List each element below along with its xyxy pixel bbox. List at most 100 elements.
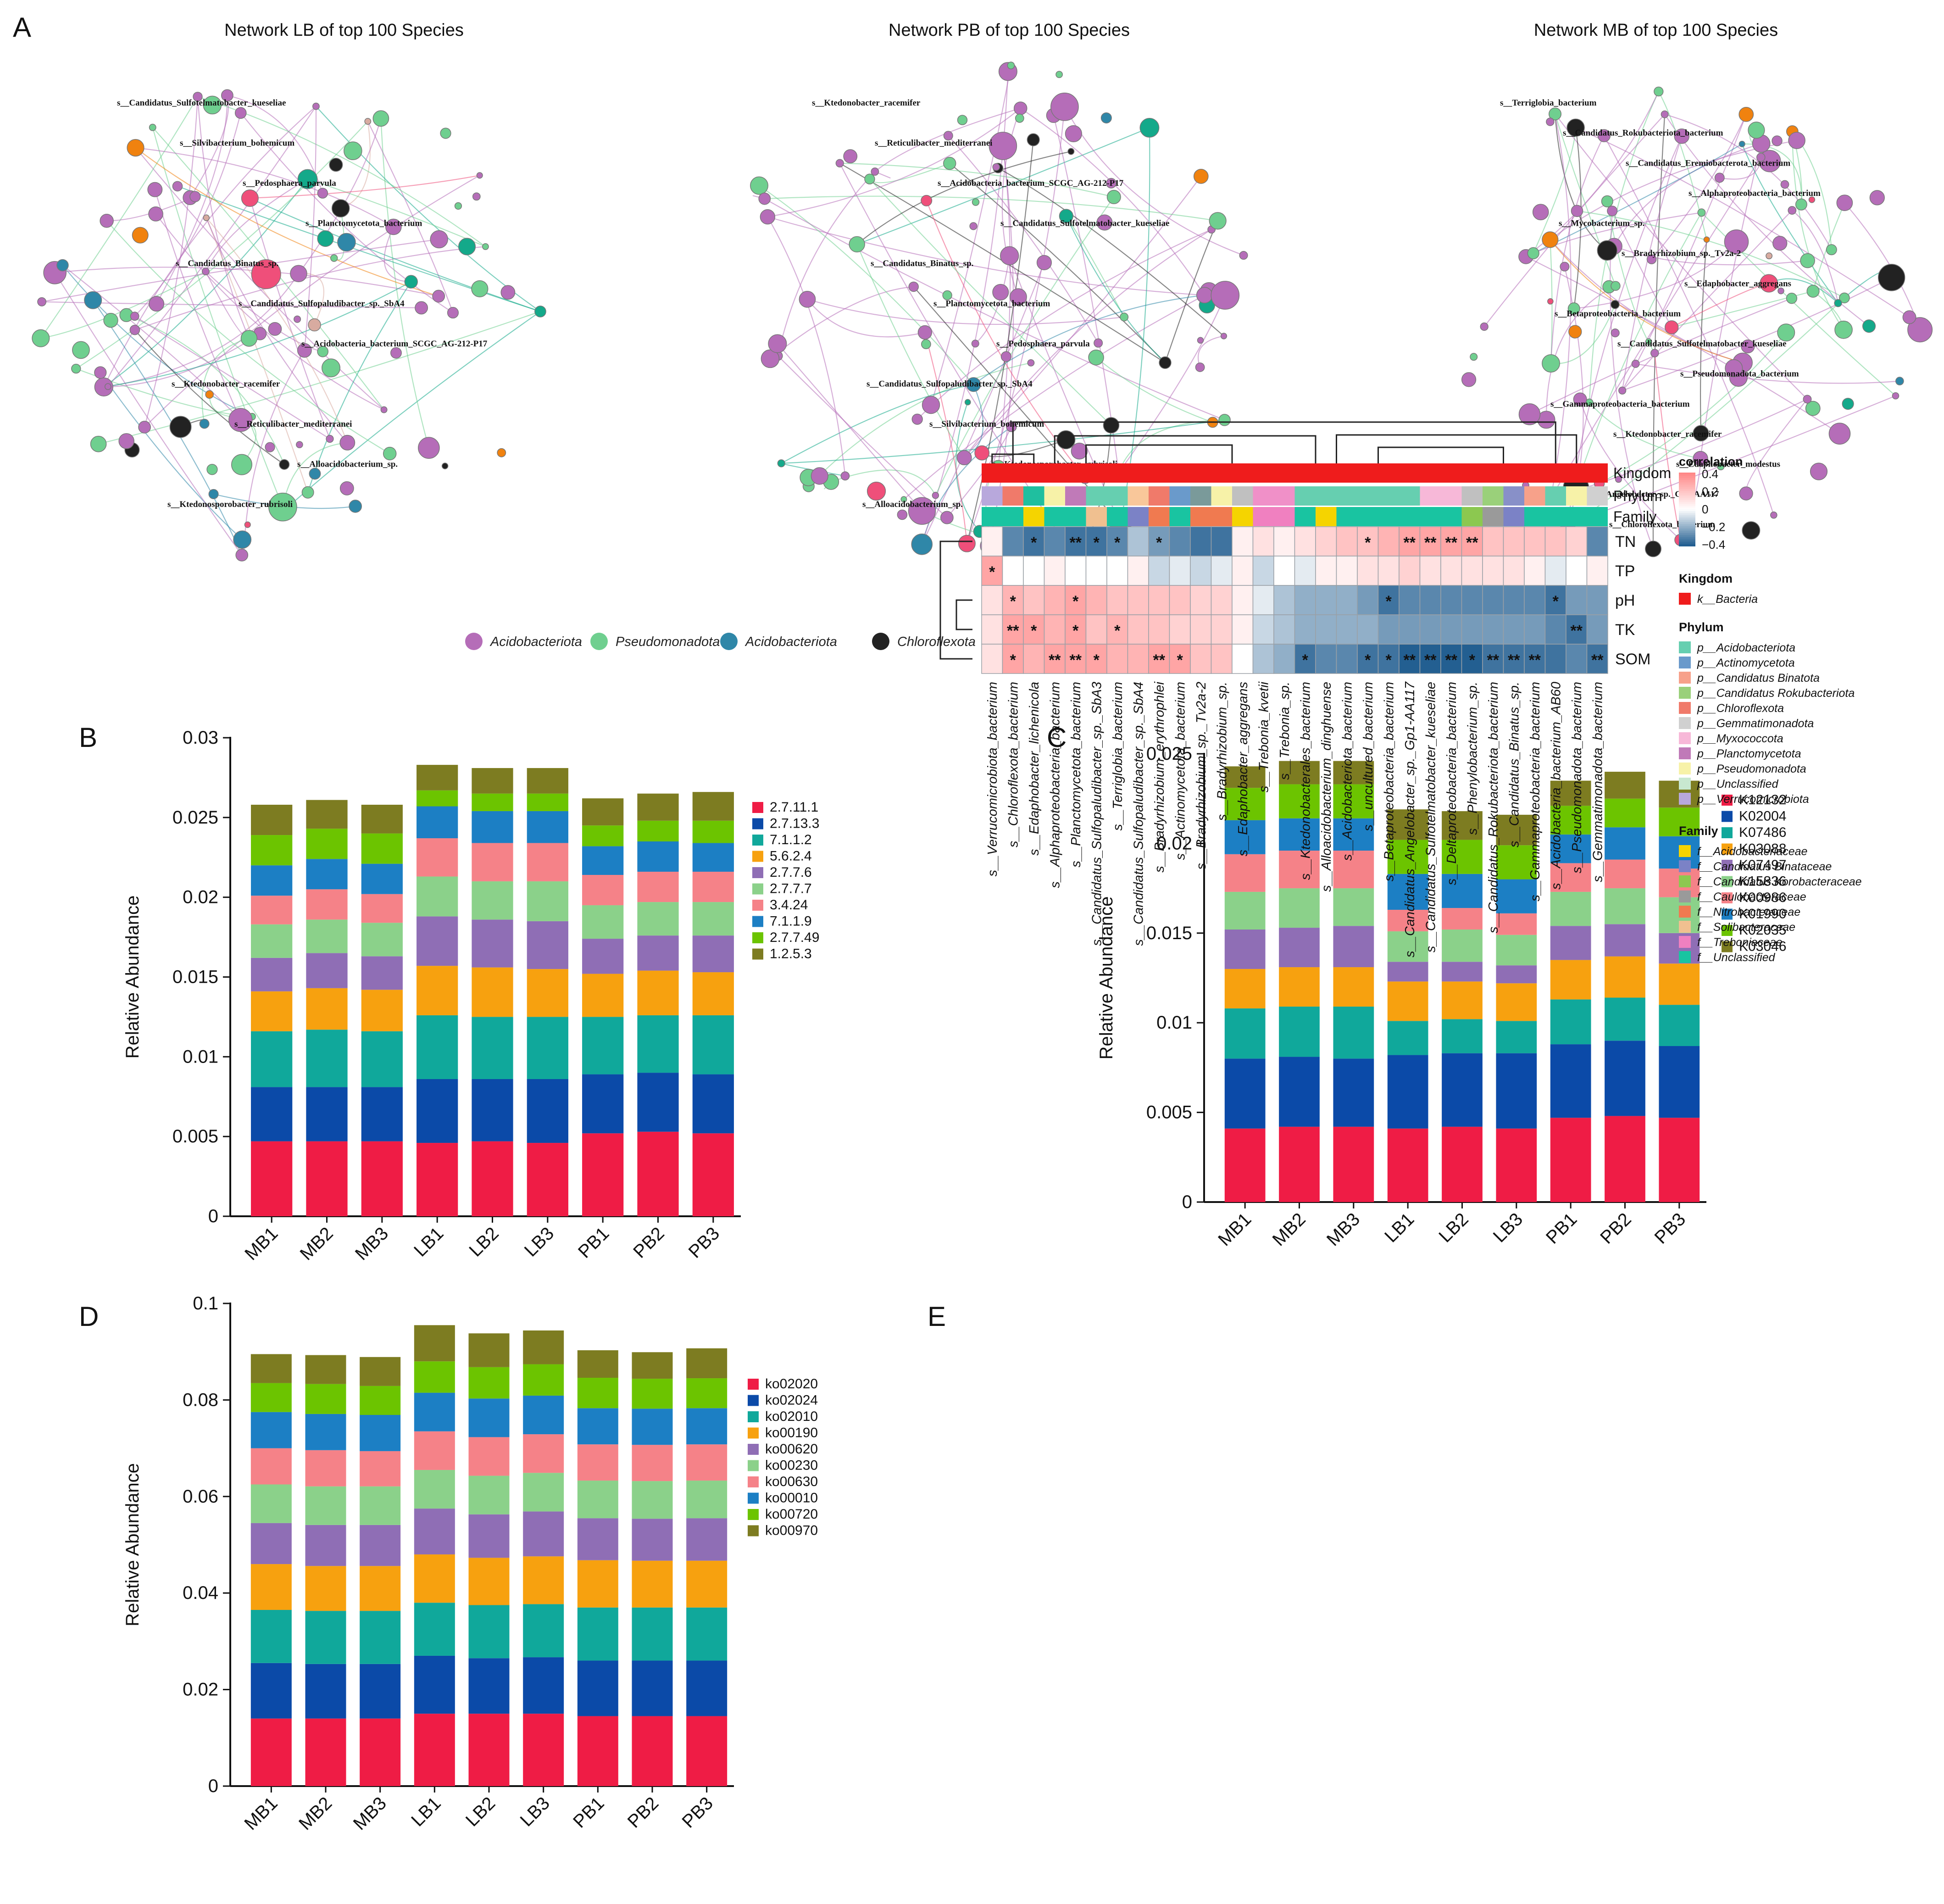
legend-label: ko00010 bbox=[765, 1491, 818, 1506]
heatmap-column-label: s__Edaphobacter_aggregans bbox=[1236, 682, 1250, 857]
network-edge bbox=[903, 295, 1205, 500]
family-cell bbox=[1587, 507, 1608, 526]
network-node bbox=[130, 312, 139, 321]
legend-label: K03088 bbox=[1739, 841, 1786, 857]
network-node bbox=[849, 236, 865, 253]
network-node bbox=[1777, 323, 1795, 342]
bar-segment bbox=[414, 1361, 455, 1393]
network-node bbox=[138, 421, 151, 434]
network-node-label: s__Pedosphaera_parvula bbox=[996, 339, 1090, 349]
legend-label: ko02010 bbox=[765, 1409, 818, 1424]
bar-segment bbox=[251, 924, 293, 958]
network-node bbox=[103, 312, 118, 328]
heatmap-column-label: s__Edaphobacter_lichenicola bbox=[1027, 682, 1042, 856]
kingdom-cell bbox=[1420, 463, 1441, 483]
significance-mark: * bbox=[1094, 534, 1100, 551]
y-tick-label: 0 bbox=[208, 1206, 218, 1226]
x-tick-label: MB1 bbox=[1214, 1209, 1255, 1250]
bar-segment bbox=[637, 841, 679, 872]
heatmap-column-label: s__Bradyrhizobium_sp. bbox=[1215, 682, 1229, 821]
bar-segment bbox=[582, 974, 624, 1017]
y-tick-label: 0.02 bbox=[1156, 833, 1192, 853]
network-edge bbox=[778, 355, 948, 518]
bar-segment bbox=[1279, 1057, 1320, 1127]
network-node bbox=[992, 163, 1000, 171]
bar-segment bbox=[414, 1392, 455, 1431]
heatmap-cell bbox=[1169, 644, 1191, 674]
network-node bbox=[917, 325, 933, 340]
heatmap-cell bbox=[1336, 556, 1358, 586]
bar-segment bbox=[686, 1660, 728, 1716]
network-node bbox=[476, 172, 483, 179]
heatmap-column-label: s__Gemmatimonadota_bacterium bbox=[1590, 682, 1605, 882]
network-node-label: s__Silvibacterium_bohemicum bbox=[180, 139, 294, 148]
bar-segment bbox=[468, 1658, 510, 1714]
network-node bbox=[1808, 196, 1816, 203]
bar-segment bbox=[360, 1451, 401, 1486]
bar-segment bbox=[306, 889, 348, 920]
family-legend-swatch bbox=[1679, 875, 1691, 887]
phylum-cell bbox=[1065, 486, 1086, 506]
x-tick-label: MB2 bbox=[296, 1223, 337, 1264]
bar-segment bbox=[527, 811, 568, 843]
x-tick-label: LB1 bbox=[1381, 1209, 1418, 1246]
panel-letter-b: B bbox=[79, 722, 97, 753]
colorbar-step bbox=[1679, 531, 1695, 534]
network-node bbox=[1527, 247, 1539, 260]
bar-segment bbox=[523, 1511, 564, 1557]
legend-label: 2.7.7.6 bbox=[770, 865, 812, 880]
network-node bbox=[1902, 310, 1916, 324]
bar-segment bbox=[361, 894, 403, 923]
significance-mark: ** bbox=[1424, 651, 1437, 669]
network-node bbox=[104, 383, 111, 390]
bar-segment bbox=[306, 953, 348, 988]
bar-segment bbox=[1333, 888, 1374, 926]
family-cell bbox=[1002, 507, 1023, 526]
bar-segment bbox=[1333, 818, 1374, 851]
network-node bbox=[921, 195, 933, 206]
heatmap-column-label: s__Deltaproteobacteria_bacterium bbox=[1444, 682, 1459, 885]
network-edge bbox=[1525, 91, 1659, 257]
bar-segment bbox=[1605, 888, 1645, 924]
bar-segment bbox=[1496, 913, 1537, 935]
network-node bbox=[1770, 511, 1777, 519]
network-node-label: s__Candidatus_Sulfopaludibacter_sp._SbA4 bbox=[866, 379, 1033, 389]
kingdom-cell bbox=[1274, 463, 1295, 483]
legend-swatch bbox=[752, 883, 763, 895]
kingdom-legend-title: Kingdom bbox=[1679, 572, 1733, 585]
network-edge bbox=[964, 229, 1212, 458]
bar-segment bbox=[1224, 854, 1266, 892]
network-edge bbox=[1575, 127, 1910, 318]
network-node bbox=[897, 509, 908, 520]
heatmap-column-label: s__Candidatus_Sulfopaludibacter_sp._SbA3 bbox=[1089, 682, 1104, 946]
bar-segment bbox=[692, 820, 734, 843]
bar-segment bbox=[686, 1716, 728, 1786]
network-node bbox=[149, 123, 156, 131]
heatmap-cell bbox=[1461, 644, 1483, 674]
bar-segment bbox=[1224, 1128, 1266, 1202]
network-node-label: s__Planctomycetota_bacterium bbox=[305, 219, 422, 228]
network-edge bbox=[973, 295, 1205, 385]
bar-segment bbox=[1224, 891, 1266, 930]
heatmap-cell bbox=[1169, 585, 1191, 615]
family-cell bbox=[1461, 507, 1483, 526]
phylum-cell bbox=[1086, 486, 1107, 506]
heatmap-cell bbox=[1023, 556, 1045, 586]
y-tick-label: 0.025 bbox=[172, 807, 218, 828]
family-legend-swatch bbox=[1679, 891, 1691, 902]
network-node bbox=[1842, 398, 1854, 410]
network-node bbox=[911, 534, 933, 555]
network-node bbox=[1106, 178, 1116, 189]
bar-segment bbox=[1550, 806, 1591, 835]
family-legend-label: f__Nitrobacteraceae bbox=[1697, 906, 1800, 919]
network-edge bbox=[298, 273, 324, 325]
significance-mark: * bbox=[989, 563, 995, 581]
network-node bbox=[900, 496, 907, 503]
network-node bbox=[1027, 359, 1035, 367]
network-node bbox=[309, 468, 321, 480]
network-node-label: s__Alloacidobacterium_sp. bbox=[297, 460, 398, 469]
network-edge bbox=[767, 216, 1205, 296]
y-axis-label: Relative Abundance bbox=[122, 896, 143, 1059]
network-node bbox=[1795, 198, 1807, 211]
bar-segment bbox=[1659, 807, 1700, 836]
